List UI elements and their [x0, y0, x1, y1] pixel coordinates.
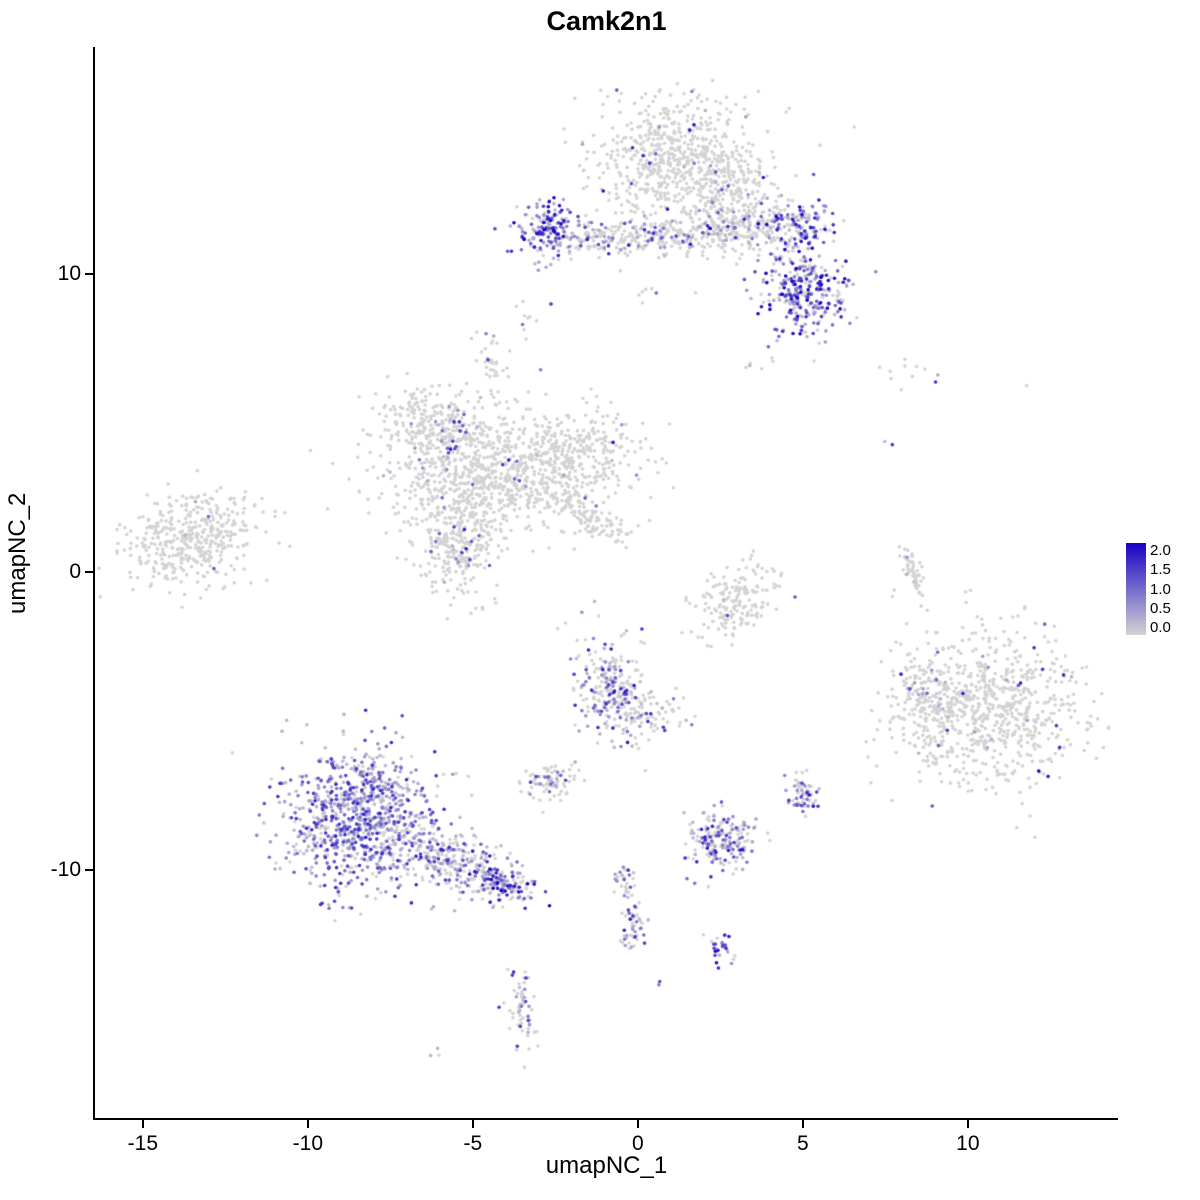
x-axis-title: umapNC_1: [545, 1152, 668, 1179]
legend-colorbar: [1126, 543, 1146, 635]
y-axis-line: [93, 47, 95, 1120]
x-tick: [636, 1120, 639, 1128]
x-tick-label: -10: [292, 1132, 324, 1155]
expression-legend: 2.0 1.5 1.0 0.5 0.0: [1126, 543, 1171, 635]
y-tick: [85, 869, 93, 872]
legend-labels: 2.0 1.5 1.0 0.5 0.0: [1150, 543, 1171, 635]
legend-tick-label: 0.0: [1150, 619, 1171, 636]
x-tick-label: 0: [632, 1132, 644, 1155]
legend-tick-label: 1.5: [1150, 561, 1171, 579]
x-tick-label: -15: [127, 1132, 159, 1155]
legend-tick-label: 2.0: [1150, 542, 1171, 559]
x-axis-line: [93, 1118, 1118, 1120]
x-tick-label: 5: [797, 1132, 809, 1155]
y-tick-label: 0: [69, 560, 81, 584]
x-tick: [306, 1120, 309, 1128]
y-tick-label: -10: [50, 858, 81, 882]
legend-tick-label: 1.0: [1150, 580, 1171, 598]
x-tick-label: 10: [956, 1132, 980, 1155]
legend-tick-label: 0.5: [1150, 599, 1171, 617]
x-tick: [141, 1120, 144, 1128]
x-tick: [471, 1120, 474, 1128]
y-tick-label: 10: [57, 261, 81, 285]
y-tick: [85, 571, 93, 574]
y-axis-title: umapNC_2: [4, 492, 31, 614]
x-tick-label: -5: [463, 1132, 483, 1155]
plot-title: Camk2n1: [546, 6, 667, 36]
x-tick: [966, 1120, 969, 1128]
x-tick: [801, 1120, 804, 1128]
y-tick: [85, 272, 93, 275]
